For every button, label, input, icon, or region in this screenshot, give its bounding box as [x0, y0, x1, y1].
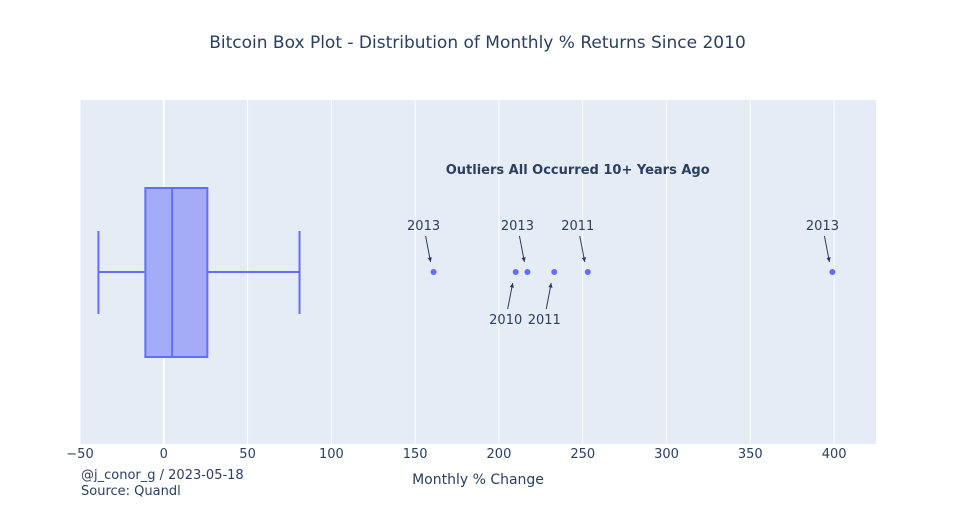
outlier-year-label: 2011	[561, 219, 594, 234]
annotation-arrow-head	[826, 257, 831, 262]
x-tick-label: 150	[403, 447, 428, 462]
x-tick-label: 0	[160, 447, 168, 462]
outlier-year-label: 2010	[489, 313, 522, 328]
credit-line-1: @j_conor_g / 2023-05-18	[81, 468, 244, 483]
x-tick-label: 100	[319, 447, 344, 462]
x-axis-ticks: −50 0 50 100 150 200 250 300 350 400	[66, 447, 846, 462]
outlier-point	[584, 269, 591, 275]
outlier-year-label: 2013	[501, 219, 534, 234]
outlier-year-label: 2011	[528, 313, 561, 328]
x-tick-label: 250	[570, 447, 595, 462]
outlier-point	[551, 269, 558, 275]
outlier-point	[430, 269, 437, 275]
outlier-point	[524, 269, 531, 275]
credit-text: @j_conor_g / 2023-05-18 Source: Quandl	[81, 468, 244, 500]
credit-line-2: Source: Quandl	[81, 484, 181, 499]
annotation-arrow-head	[521, 257, 526, 262]
outlier-point	[829, 269, 836, 275]
x-tick-label: 350	[738, 447, 763, 462]
outlier-points	[430, 269, 836, 275]
outlier-point	[512, 269, 519, 275]
box-group	[97, 187, 301, 358]
chart-title: Bitcoin Box Plot - Distribution of Month…	[209, 33, 746, 53]
annotation-arrow-head	[427, 257, 432, 262]
annotation-arrow-head	[581, 257, 587, 262]
annotation-title: Outliers All Occurred 10+ Years Ago	[446, 163, 710, 178]
x-tick-label: 300	[654, 447, 679, 462]
outlier-year-label: 2013	[806, 219, 839, 234]
x-tick-label: −50	[66, 447, 93, 462]
x-tick-label: 50	[239, 447, 256, 462]
annotation-arrow-head	[548, 283, 553, 288]
annotation-arrow-head	[509, 283, 514, 288]
x-tick-label: 200	[487, 447, 512, 462]
x-axis-label: Monthly % Change	[412, 472, 544, 488]
outlier-annotations: 2013 2010 2013 2011 2011 2013	[407, 219, 839, 328]
x-tick-label: 400	[822, 447, 847, 462]
iqr-box	[144, 187, 209, 358]
outlier-year-label: 2013	[407, 219, 440, 234]
